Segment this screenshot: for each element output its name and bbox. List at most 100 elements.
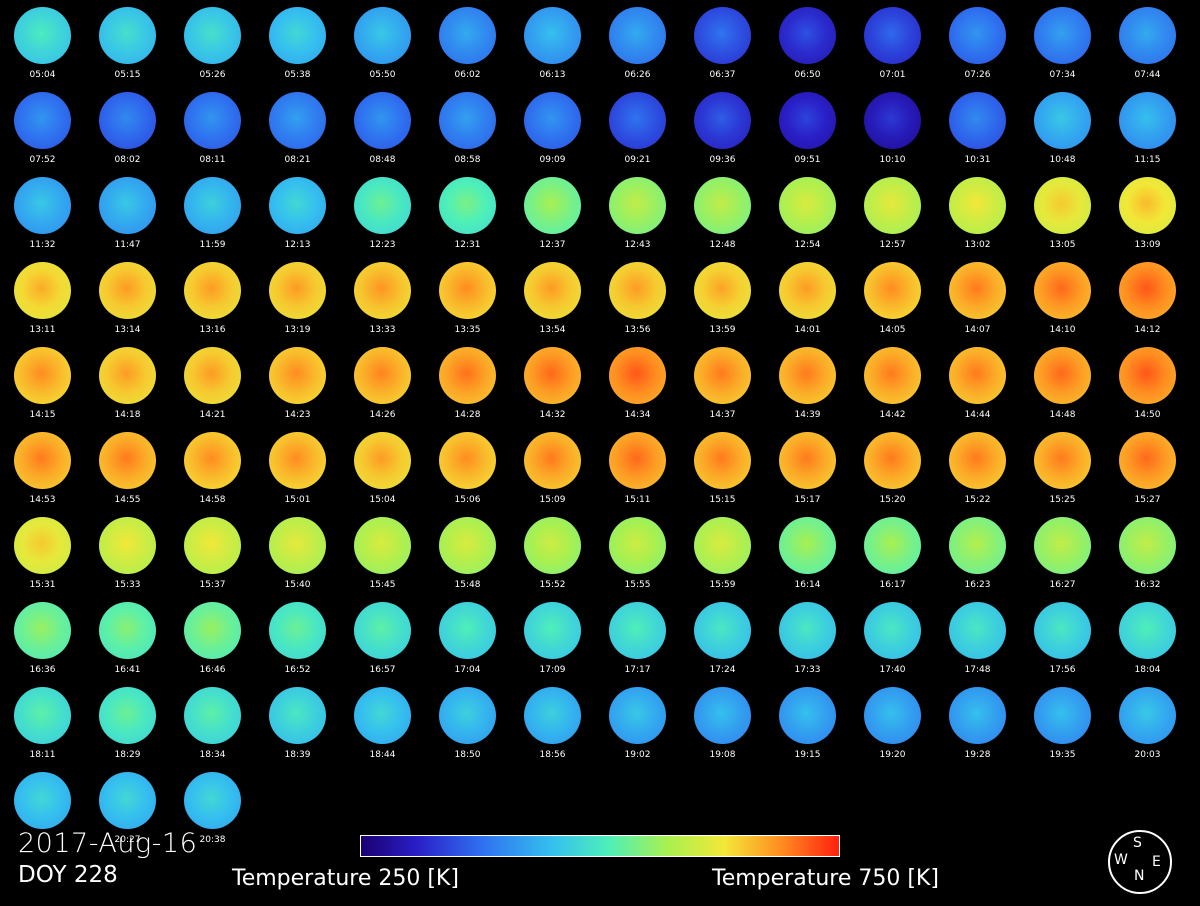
temperature-panel: 15:55 — [595, 512, 680, 597]
temperature-panel: 14:32 — [510, 342, 595, 427]
temperature-panel: 15:45 — [340, 512, 425, 597]
panel-time-label: 07:34 — [1049, 70, 1076, 80]
panel-time-label: 15:17 — [794, 495, 821, 505]
panel-time-label: 14:10 — [1049, 325, 1076, 335]
temperature-disc — [1034, 92, 1091, 149]
panel-time-label: 15:20 — [879, 495, 906, 505]
temperature-disc — [184, 347, 241, 404]
temperature-panel: 05:04 — [0, 2, 85, 87]
temperature-panel: 11:32 — [0, 172, 85, 257]
temperature-disc — [864, 517, 921, 574]
temperature-panel: 18:56 — [510, 682, 595, 767]
temperature-panel: 13:56 — [595, 257, 680, 342]
temperature-disc — [184, 602, 241, 659]
temperature-disc — [1034, 7, 1091, 64]
temperature-panel: 13:09 — [1105, 172, 1190, 257]
temperature-disc — [779, 7, 836, 64]
temperature-panel: 13:16 — [170, 257, 255, 342]
temperature-disc — [949, 177, 1006, 234]
temperature-panel: 14:05 — [850, 257, 935, 342]
temperature-panel: 14:53 — [0, 427, 85, 512]
panel-time-label: 05:15 — [114, 70, 141, 80]
temperature-panel: 13:19 — [255, 257, 340, 342]
temperature-disc — [1119, 177, 1176, 234]
panel-time-label: 05:26 — [199, 70, 226, 80]
temperature-disc — [14, 602, 71, 659]
panel-time-label: 16:41 — [114, 665, 141, 675]
temperature-panel: 16:32 — [1105, 512, 1190, 597]
temperature-panel: 12:13 — [255, 172, 340, 257]
temperature-disc — [864, 177, 921, 234]
panel-time-label: 15:06 — [454, 495, 481, 505]
temperature-panel: 10:48 — [1020, 87, 1105, 172]
doy-label: DOY 228 — [18, 862, 118, 888]
temperature-panel: 13:14 — [85, 257, 170, 342]
temperature-panel: 14:18 — [85, 342, 170, 427]
temperature-panel: 20:38 — [170, 767, 255, 852]
panel-time-label: 05:50 — [369, 70, 396, 80]
temperature-panel: 07:44 — [1105, 2, 1190, 87]
temperature-disc — [14, 517, 71, 574]
panel-time-label: 14:58 — [199, 495, 226, 505]
panel-time-label: 17:24 — [709, 665, 736, 675]
temperature-panel — [0, 767, 85, 852]
temperature-panel: 12:57 — [850, 172, 935, 257]
temperature-panel: 08:21 — [255, 87, 340, 172]
temperature-disc — [779, 347, 836, 404]
panel-time-label: 09:36 — [709, 155, 736, 165]
temperature-panel: 15:33 — [85, 512, 170, 597]
temperature-disc — [864, 347, 921, 404]
panel-time-label: 17:40 — [879, 665, 906, 675]
panel-time-label: 17:09 — [539, 665, 566, 675]
temperature-disc — [269, 602, 326, 659]
compass-west-label: W — [1114, 852, 1128, 868]
temperature-disc — [439, 262, 496, 319]
temperature-panel: 05:38 — [255, 2, 340, 87]
panel-time-label: 15:22 — [964, 495, 991, 505]
panel-time-label: 07:52 — [29, 155, 56, 165]
temperature-panel: 15:09 — [510, 427, 595, 512]
temperature-disc — [524, 687, 581, 744]
temperature-disc — [439, 7, 496, 64]
temperature-panel: 06:13 — [510, 2, 595, 87]
temperature-disc — [1034, 347, 1091, 404]
panel-time-label: 15:52 — [539, 580, 566, 590]
temperature-disc — [694, 262, 751, 319]
temperature-disc — [949, 347, 1006, 404]
temperature-disc — [184, 92, 241, 149]
temperature-panel: 07:01 — [850, 2, 935, 87]
panel-time-label: 12:48 — [709, 240, 736, 250]
temperature-panel: 15:40 — [255, 512, 340, 597]
panel-time-label: 10:10 — [879, 155, 906, 165]
panel-time-label: 14:48 — [1049, 410, 1076, 420]
temperature-panel: 19:35 — [1020, 682, 1105, 767]
panel-time-label: 11:15 — [1134, 155, 1161, 165]
panel-time-label: 19:35 — [1049, 750, 1076, 760]
temperature-panel: 17:17 — [595, 597, 680, 682]
temperature-disc — [354, 7, 411, 64]
temperature-disc — [439, 92, 496, 149]
temperature-disc — [949, 517, 1006, 574]
temperature-panel: 13:02 — [935, 172, 1020, 257]
temperature-disc — [269, 262, 326, 319]
temperature-disc — [524, 432, 581, 489]
temperature-disc — [864, 92, 921, 149]
temperature-panel: 20:27 — [85, 767, 170, 852]
temperature-disc — [439, 602, 496, 659]
temperature-disc — [864, 432, 921, 489]
temperature-panel: 14:07 — [935, 257, 1020, 342]
temperature-disc — [184, 772, 241, 829]
temperature-panel: 15:01 — [255, 427, 340, 512]
temperature-panel: 18:39 — [255, 682, 340, 767]
temperature-panel: 08:11 — [170, 87, 255, 172]
temperature-panel: 17:56 — [1020, 597, 1105, 682]
panel-time-label: 14:21 — [199, 410, 226, 420]
panel-time-label: 15:59 — [709, 580, 736, 590]
panel-time-label: 14:32 — [539, 410, 566, 420]
panel-time-label: 16:32 — [1134, 580, 1161, 590]
temperature-panel: 14:10 — [1020, 257, 1105, 342]
temperature-disc — [1034, 432, 1091, 489]
panel-time-label: 14:44 — [964, 410, 991, 420]
temperature-disc — [1119, 7, 1176, 64]
panel-time-label: 20:03 — [1134, 750, 1161, 760]
